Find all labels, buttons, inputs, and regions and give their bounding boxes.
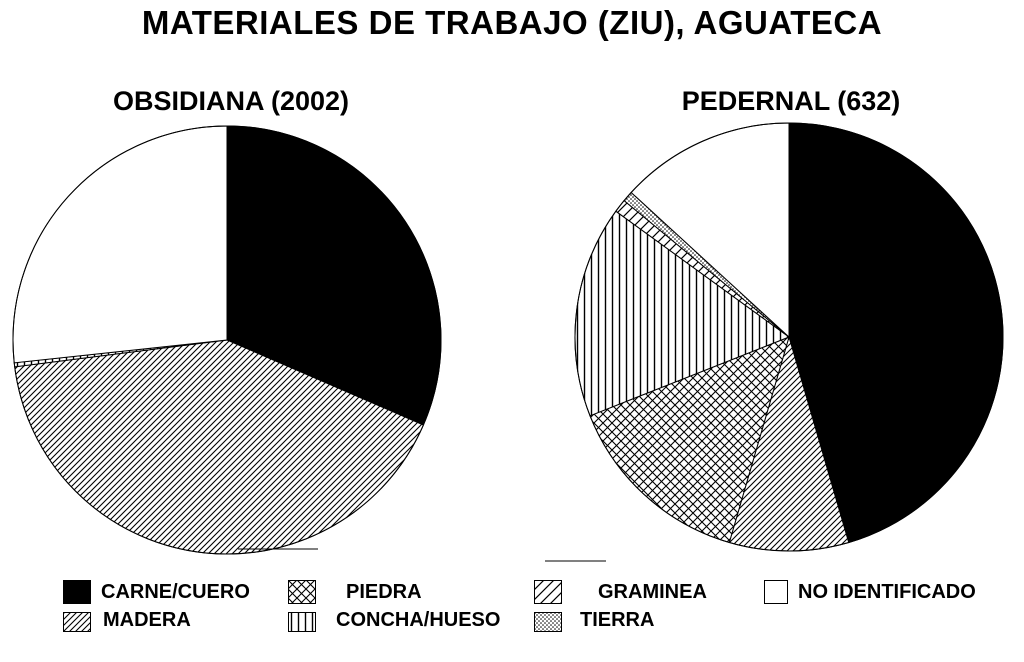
legend-swatch-vertical — [288, 608, 316, 632]
legend-item-graminea: GRAMINEA — [534, 578, 707, 606]
pie-outline — [574, 122, 1004, 552]
legend-label: NO IDENTIFICADO — [798, 580, 976, 603]
legend-swatch-crosshatch — [288, 580, 316, 604]
legend-label: GRAMINEA — [598, 580, 707, 603]
pie-slice-noident — [12, 125, 228, 364]
legend-label: CARNE/CUERO — [101, 580, 250, 603]
legend-swatch-dots — [534, 608, 562, 632]
legend-item-carne: CARNE/CUERO — [63, 578, 250, 606]
legend-swatch-solid — [63, 580, 91, 604]
pie-obsidiana — [12, 125, 442, 555]
legend-label: MADERA — [103, 608, 191, 631]
legend-swatch-diag-wide — [534, 580, 562, 604]
legend-swatch-diag-dense — [63, 608, 91, 632]
pie-pedernal — [574, 122, 1004, 552]
legend-item-concha: CONCHA/HUESO — [288, 606, 500, 634]
legend-item-piedra: PIEDRA — [288, 578, 422, 606]
legend-item-noident: NO IDENTIFICADO — [764, 578, 976, 606]
legend-item-madera: MADERA — [63, 606, 191, 634]
legend-label: TIERRA — [580, 608, 655, 631]
pie-title-obsidiana: OBSIDIANA (2002) — [112, 86, 350, 116]
main-title: MATERIALES DE TRABAJO (ZIU), AGUATECA — [141, 4, 883, 41]
pie-title-pedernal: PEDERNAL (632) — [681, 86, 901, 116]
legend-item-tierra: TIERRA — [534, 606, 654, 634]
legend-label: PIEDRA — [346, 580, 422, 603]
pie-outline — [12, 125, 442, 555]
legend-label: CONCHA/HUESO — [336, 608, 501, 631]
legend-swatch-white — [764, 580, 788, 604]
